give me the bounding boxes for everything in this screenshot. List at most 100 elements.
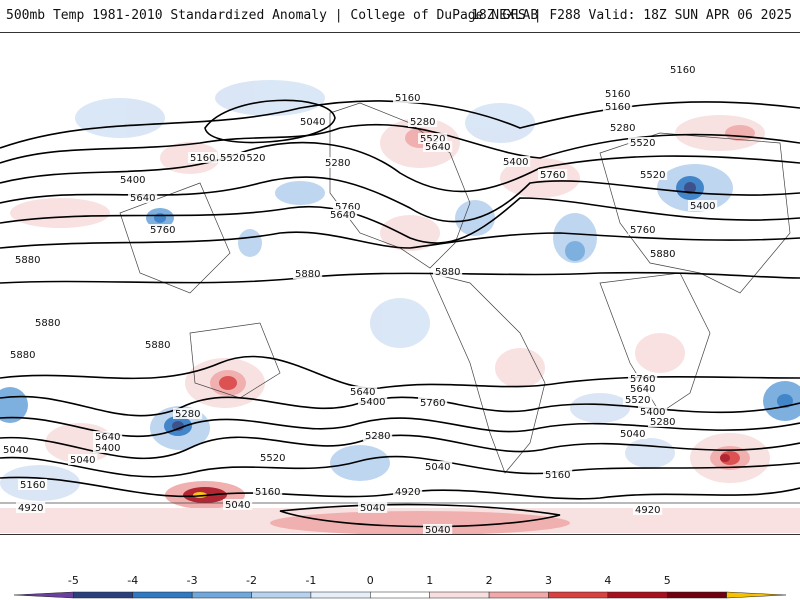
colorbar-graphic — [13, 591, 787, 599]
contour-label: 5760 — [420, 398, 445, 409]
contour-label-bg — [638, 169, 668, 180]
contour-label: 5880 — [35, 318, 60, 329]
colorbar-swatch — [251, 591, 312, 599]
contour-label: 5280 — [410, 117, 435, 128]
contour-label-bg — [408, 116, 438, 127]
contour-label: 5160 — [20, 480, 45, 491]
contour-label: 5160 — [670, 65, 695, 76]
contour-label: 5760 — [540, 170, 565, 181]
colorbar-swatch — [607, 591, 668, 599]
contour-label: 5520 — [625, 395, 650, 406]
contour-label: 5040 — [225, 500, 250, 511]
contour-label-bg — [603, 101, 633, 112]
contour-label: 5040 — [425, 462, 450, 473]
colorbar-tick-label: 1 — [426, 574, 434, 587]
contour-label-bg — [418, 397, 448, 408]
contour-label-bg — [253, 486, 283, 497]
contour-label-bg — [1, 444, 31, 455]
contour-label: 5520 — [220, 153, 245, 164]
contour-label-bg — [423, 524, 453, 534]
contour-label-bg — [293, 268, 323, 279]
contour-label: 5280 — [325, 158, 350, 169]
contour-label-bg — [148, 224, 178, 235]
colorbar — [0, 568, 800, 600]
model-run-info: 18Z GFS | F288 Valid: 18Z SUN APR 06 202… — [471, 8, 792, 23]
warm-anomalies — [0, 115, 800, 534]
contour-label-bg — [328, 209, 358, 220]
contour-label: 5640 — [630, 384, 655, 395]
contour-label: 5160 — [395, 93, 420, 104]
contour-label-bg — [128, 192, 158, 203]
contour-label-bg — [258, 452, 288, 463]
contour-label: 5040 — [70, 455, 95, 466]
contour-label: 5040 — [300, 117, 325, 128]
contour-label: 5640 — [425, 142, 450, 153]
contour-label-bg — [13, 254, 43, 265]
contour-label-bg — [628, 137, 658, 148]
contour-label: 5400 — [640, 407, 665, 418]
contour-label-bg — [608, 122, 638, 133]
contour-label-bg — [543, 469, 573, 480]
contour-label: 5280 — [650, 417, 675, 428]
contour-label-bg — [628, 373, 658, 384]
contour-label-bg — [16, 502, 46, 513]
contour-label-bg — [633, 504, 663, 515]
contour-label: 5400 — [360, 397, 385, 408]
contour-label: 4920 — [18, 503, 43, 514]
contour-label: 5520 — [630, 138, 655, 149]
contour-label: 5760 — [335, 202, 360, 213]
contour-label-bg — [173, 408, 203, 419]
contour-label: 5040 — [360, 503, 385, 514]
contour-label: 5640 — [95, 432, 120, 443]
contour-label: 5160 — [605, 102, 630, 113]
contour-label-bg — [688, 200, 718, 211]
contour-label-bg — [393, 486, 423, 497]
contour-label-bg — [33, 317, 63, 328]
contour-label: 5160 — [190, 153, 215, 164]
contour-label: 5040 — [425, 525, 450, 535]
colorbar-swatch — [726, 591, 787, 599]
contour-label: 5040 — [3, 445, 28, 456]
colorbar-tick-label: 3 — [544, 574, 552, 587]
colorbar-swatch — [310, 591, 371, 599]
contour-label-bg — [668, 64, 698, 75]
contour-label: 5160 — [605, 89, 630, 100]
contour-label-bg — [538, 169, 568, 180]
contour-label-bg — [333, 201, 363, 212]
contour-label-bg — [628, 383, 658, 394]
contour-label: 5520 — [240, 153, 265, 164]
colorbar-tick-label: 4 — [604, 574, 612, 587]
contour-label-bg — [188, 152, 218, 163]
contour-label: 5520 — [260, 453, 285, 464]
contour-label: 5520 — [640, 170, 665, 181]
contour-label-bg — [93, 431, 123, 442]
colorbar-tick-label: 0 — [366, 574, 374, 587]
contour-label: 5400 — [95, 443, 120, 454]
colorbar-tick-label: -1 — [305, 574, 317, 587]
contour-label: 5400 — [503, 157, 528, 168]
contour-label-bg — [223, 499, 253, 510]
contour-label-bg — [628, 224, 658, 235]
colorbar-swatch — [132, 591, 193, 599]
contour-label: 4920 — [395, 487, 420, 498]
contour-label: 5880 — [10, 350, 35, 361]
colorbar-swatch — [488, 591, 549, 599]
colorbar-swatch — [429, 591, 490, 599]
contour-label-bg — [433, 266, 463, 277]
colorbar-swatch — [370, 591, 430, 599]
contour-label-bg — [623, 394, 653, 405]
contour-label-bg — [501, 156, 531, 167]
contour-label-bg — [358, 502, 388, 513]
contour-label-bg — [218, 152, 248, 163]
contour-label-bg — [363, 430, 393, 441]
contour-label-bg — [418, 133, 448, 144]
contour-label: 5640 — [330, 210, 355, 221]
contour-label: 5640 — [350, 387, 375, 398]
contour-label: 5520 — [420, 134, 445, 145]
contour-label-bg — [648, 416, 678, 427]
colorbar-swatch — [548, 591, 609, 599]
contour-label-bg — [423, 141, 453, 152]
contour-label-bg — [348, 386, 378, 397]
